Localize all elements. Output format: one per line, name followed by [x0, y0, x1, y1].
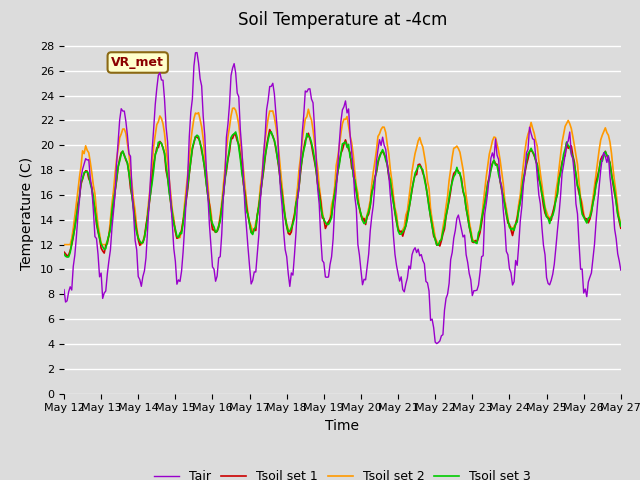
Tsoil set 1 [617, 225, 625, 231]
Tsoil set 2 [230, 105, 238, 111]
Tsoil set 2 [379, 124, 387, 130]
Title: Soil Temperature at -4cm: Soil Temperature at -4cm [237, 11, 447, 29]
Tsoil set 2 [397, 230, 405, 236]
Tsoil set 2 [550, 206, 558, 212]
Tsoil set 3 [412, 170, 419, 176]
Tsoil set 1 [380, 152, 388, 157]
Line: Tsoil set 2: Tsoil set 2 [64, 108, 621, 245]
Line: Tsoil set 3: Tsoil set 3 [64, 132, 621, 257]
Tair [60, 287, 68, 292]
Tsoil set 2 [617, 222, 625, 228]
Y-axis label: Temperature (C): Temperature (C) [20, 157, 35, 270]
Tair [617, 267, 625, 273]
Tair [76, 197, 83, 203]
Tsoil set 3 [552, 197, 559, 203]
Tsoil set 3 [60, 251, 68, 257]
Tsoil set 1 [552, 198, 559, 204]
Tsoil set 1 [266, 127, 273, 132]
Tair [552, 245, 559, 251]
Tsoil set 1 [60, 249, 68, 255]
Tair [397, 274, 405, 280]
X-axis label: Time: Time [325, 419, 360, 433]
Tsoil set 2 [410, 159, 417, 165]
Tsoil set 2 [60, 242, 68, 248]
Legend: Tair, Tsoil set 1, Tsoil set 2, Tsoil set 3: Tair, Tsoil set 1, Tsoil set 2, Tsoil se… [148, 465, 536, 480]
Tair [193, 50, 201, 56]
Line: Tair: Tair [64, 53, 621, 344]
Tsoil set 3 [165, 190, 173, 195]
Tsoil set 2 [76, 174, 83, 180]
Tsoil set 1 [165, 186, 173, 192]
Tair [433, 341, 440, 347]
Tair [379, 134, 387, 140]
Tsoil set 1 [399, 233, 406, 239]
Tsoil set 2 [164, 159, 172, 165]
Tsoil set 1 [63, 253, 71, 259]
Text: VR_met: VR_met [111, 56, 164, 69]
Line: Tsoil set 1: Tsoil set 1 [64, 130, 621, 256]
Tsoil set 1 [77, 181, 85, 187]
Tsoil set 3 [63, 254, 71, 260]
Tair [164, 139, 172, 145]
Tsoil set 3 [77, 179, 85, 185]
Tair [410, 247, 417, 253]
Tsoil set 3 [617, 223, 625, 229]
Tsoil set 3 [399, 229, 406, 235]
Tsoil set 3 [268, 129, 275, 135]
Tsoil set 1 [412, 172, 419, 178]
Tsoil set 3 [380, 151, 388, 156]
